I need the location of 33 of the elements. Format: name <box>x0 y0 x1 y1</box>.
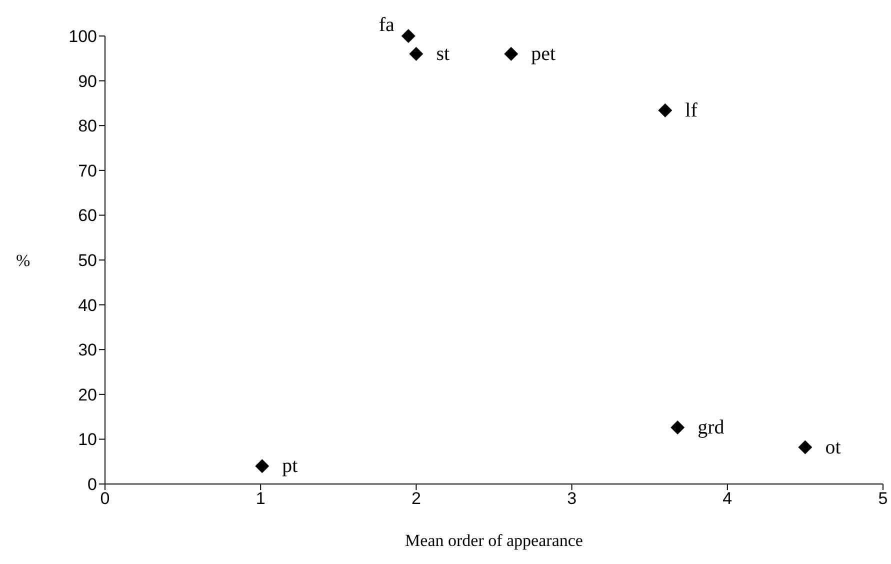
y-tick-label: 0 <box>88 475 97 494</box>
annotation: pt <box>282 455 298 478</box>
y-axis-title: % <box>16 251 30 270</box>
x-tick-label: 5 <box>878 489 888 508</box>
x-axis-title: Mean order of appearance <box>405 531 583 550</box>
y-tick-label: 50 <box>78 251 97 270</box>
point <box>658 103 672 118</box>
annotation: lf <box>685 99 698 122</box>
point <box>409 46 424 61</box>
point <box>670 420 685 435</box>
y-tick-label: 70 <box>78 161 97 180</box>
x-tick-label: 1 <box>256 489 266 508</box>
annotation: ot <box>825 436 842 458</box>
annotation: pet <box>531 42 556 65</box>
point <box>798 440 812 454</box>
point <box>401 29 416 43</box>
y-tick-label: 80 <box>78 116 97 136</box>
x-tick-label: 3 <box>567 489 577 508</box>
y-tick-label: 90 <box>78 72 97 91</box>
y-tick-label: 40 <box>78 296 97 315</box>
y-tick-label: 20 <box>78 385 97 404</box>
point <box>504 46 518 61</box>
point <box>255 459 270 474</box>
annotation: fa <box>378 14 395 36</box>
y-tick-label: 100 <box>68 27 97 46</box>
annotation: st <box>436 42 450 65</box>
x-tick-label: 4 <box>722 489 732 508</box>
annotation: grd <box>698 416 724 439</box>
x-tick-label: 0 <box>100 489 110 508</box>
x-tick-label: 2 <box>411 489 421 508</box>
y-tick-label: 60 <box>78 206 97 226</box>
y-tick-label: 10 <box>78 430 97 450</box>
y-tick-label: 30 <box>78 340 97 360</box>
